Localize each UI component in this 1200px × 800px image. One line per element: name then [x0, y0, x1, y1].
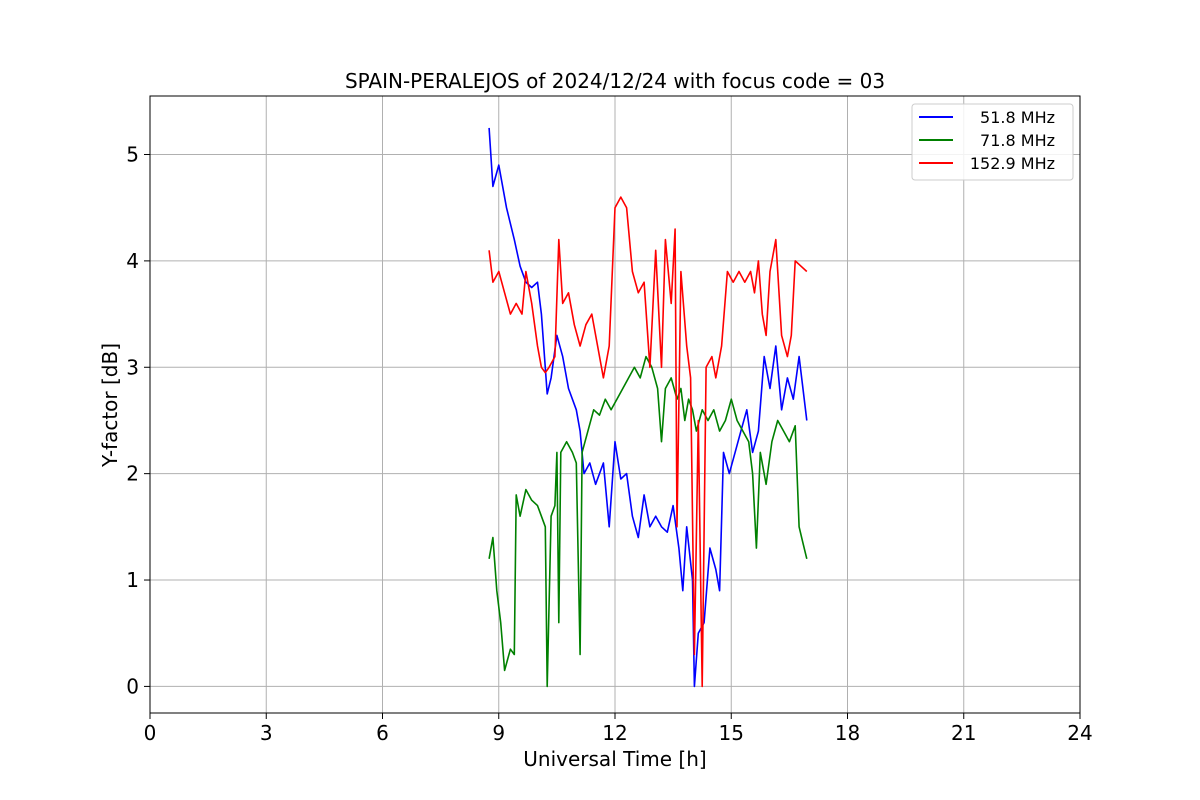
x-tick-label: 3: [260, 721, 273, 745]
legend-label-2: 152.9 MHz: [970, 154, 1055, 173]
x-tick-label: 0: [144, 721, 157, 745]
x-tick-label: 24: [1067, 721, 1092, 745]
series-line-1: [488, 355, 808, 688]
y-tick-label: 2: [126, 462, 139, 486]
series-line-0: [488, 127, 808, 688]
legend-label-0: 51.8 MHz: [980, 108, 1055, 127]
y-axis-label: Y-factor [dB]: [98, 343, 122, 468]
x-tick-label: 6: [376, 721, 389, 745]
x-axis: 0 3 6 9 12 15 18 21 24: [144, 713, 1093, 745]
series-line-2: [488, 196, 808, 688]
x-tick-label: 9: [492, 721, 505, 745]
x-tick-label: 15: [719, 721, 744, 745]
y-tick-label: 1: [126, 568, 139, 592]
legend-label-1: 71.8 MHz: [980, 131, 1055, 150]
y-tick-label: 5: [126, 143, 139, 167]
y-tick-label: 0: [126, 674, 139, 698]
series-layer: [488, 127, 808, 688]
y-axis: 0 1 2 3 4 5: [126, 143, 150, 698]
legend: 51.8 MHz 71.8 MHz 152.9 MHz: [911, 103, 1074, 181]
x-tick-label: 21: [951, 721, 976, 745]
y-tick-label: 4: [126, 249, 139, 273]
x-tick-label: 12: [602, 721, 627, 745]
y-tick-label: 3: [126, 355, 139, 379]
chart-title: SPAIN-PERALEJOS of 2024/12/24 with focus…: [345, 69, 885, 93]
x-tick-label: 18: [835, 721, 860, 745]
legend-box: [911, 103, 1074, 181]
x-axis-label: Universal Time [h]: [523, 747, 706, 771]
